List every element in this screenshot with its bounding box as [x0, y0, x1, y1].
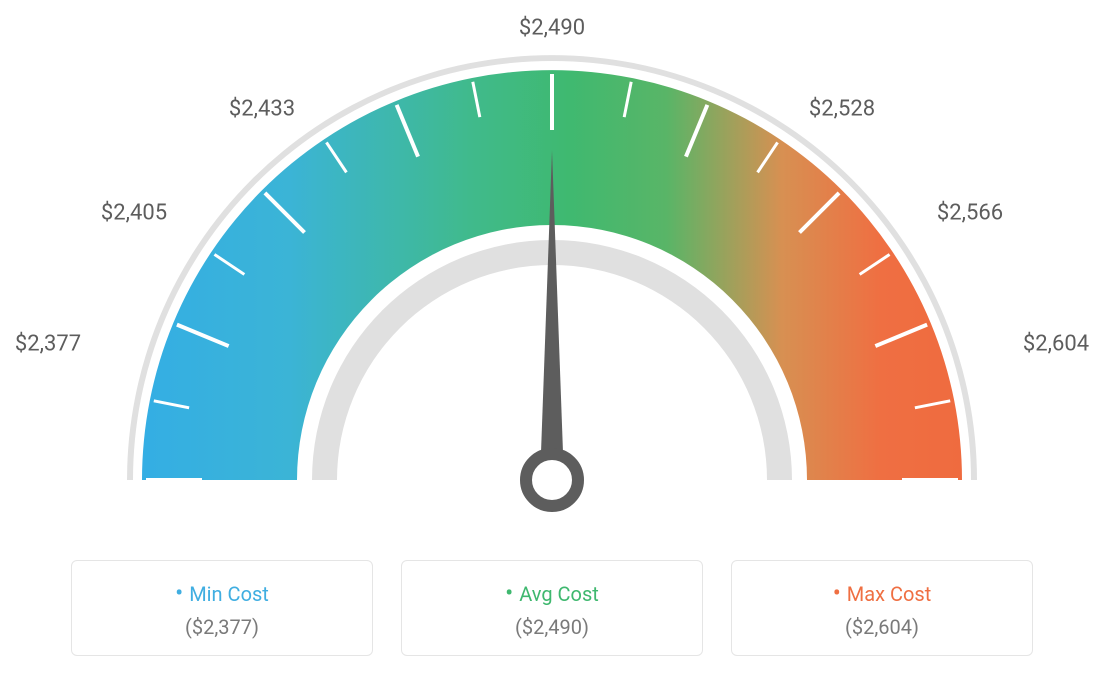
legend-min-title: Min Cost [72, 579, 372, 607]
gauge-tick-label: $2,490 [519, 16, 585, 41]
gauge-tick-label: $2,377 [15, 332, 81, 357]
legend-max-title: Max Cost [732, 579, 1032, 607]
legend: Min Cost ($2,377) Avg Cost ($2,490) Max … [0, 560, 1104, 656]
gauge-tick-label: $2,528 [809, 97, 875, 122]
gauge-tick-label: $2,566 [937, 201, 1003, 226]
gauge-svg [0, 0, 1104, 560]
legend-min-box: Min Cost ($2,377) [71, 560, 373, 656]
cost-gauge: $2,377 $2,405 $2,433 $2,490 $2,528 $2,566 $2,6… [0, 0, 1104, 560]
legend-max-value: ($2,604) [732, 615, 1032, 639]
gauge-tick-label: $2,604 [1023, 332, 1089, 357]
gauge-tick-label: $2,405 [101, 201, 167, 226]
legend-avg-value: ($2,490) [402, 615, 702, 639]
legend-max-box: Max Cost ($2,604) [731, 560, 1033, 656]
gauge-needle-hub [526, 454, 578, 506]
legend-min-value: ($2,377) [72, 615, 372, 639]
legend-avg-box: Avg Cost ($2,490) [401, 560, 703, 656]
gauge-tick-label: $2,433 [229, 97, 295, 122]
legend-avg-title: Avg Cost [402, 579, 702, 607]
